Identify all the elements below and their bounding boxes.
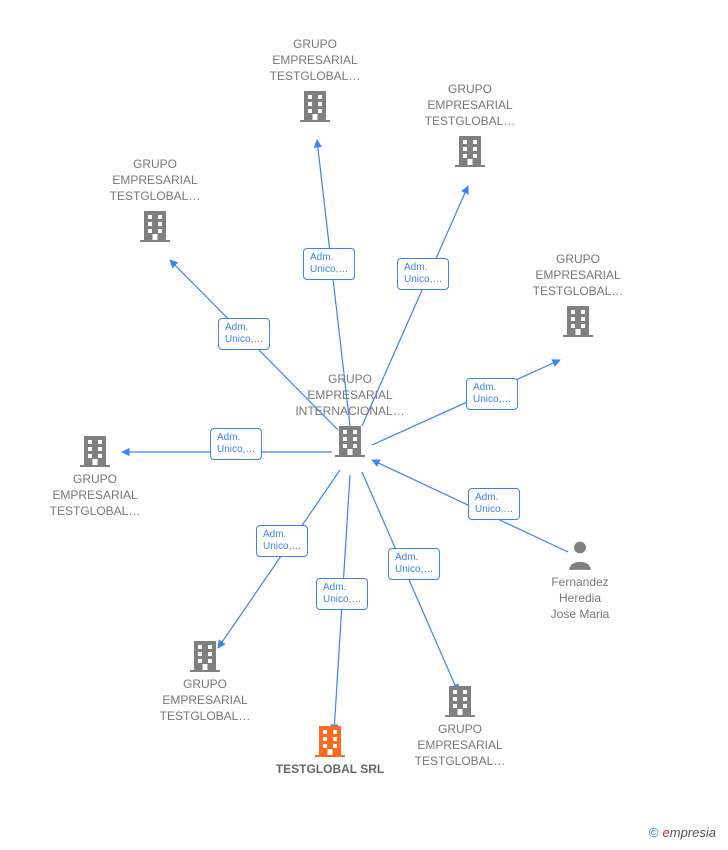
node-label: GRUPOEMPRESARIALTESTGLOBAL… — [533, 251, 624, 300]
node-label: GRUPOEMPRESARIALTESTGLOBAL… — [415, 721, 506, 770]
edge-line — [218, 470, 340, 648]
center-node[interactable]: GRUPOEMPRESARIALINTERNACIONAL… — [295, 371, 404, 457]
edge-label: Adm.Unico,… — [210, 428, 262, 460]
building-icon — [300, 89, 330, 122]
node-label: FernandezHerediaJose Maria — [551, 574, 610, 623]
node-label: GRUPOEMPRESARIALINTERNACIONAL… — [295, 371, 404, 420]
network-node[interactable]: GRUPOEMPRESARIALTESTGLOBAL… — [425, 81, 516, 167]
network-node[interactable]: GRUPOEMPRESARIALTESTGLOBAL… — [50, 434, 141, 520]
edge-label: Adm.Unico,… — [218, 318, 270, 350]
edge-label: Adm.Unico,… — [316, 578, 368, 610]
edge-label: Adm.Unico,… — [303, 248, 355, 280]
network-node[interactable]: GRUPOEMPRESARIALTESTGLOBAL… — [270, 36, 361, 122]
node-label: GRUPOEMPRESARIALTESTGLOBAL… — [50, 471, 141, 520]
footer-attribution: © empresia — [649, 825, 716, 840]
building-icon — [563, 304, 593, 337]
network-node[interactable]: GRUPOEMPRESARIALTESTGLOBAL… — [533, 251, 624, 337]
network-node[interactable]: GRUPOEMPRESARIALTESTGLOBAL… — [110, 156, 201, 242]
building-icon — [140, 209, 170, 242]
edge-line — [362, 472, 458, 692]
node-label: GRUPOEMPRESARIALTESTGLOBAL… — [110, 156, 201, 205]
building-icon — [335, 424, 365, 457]
node-label: GRUPOEMPRESARIALTESTGLOBAL… — [160, 676, 251, 725]
node-label: GRUPOEMPRESARIALTESTGLOBAL… — [425, 81, 516, 130]
edge-label: Adm.Unico,… — [468, 488, 520, 520]
copyright-symbol: © — [649, 825, 659, 840]
node-label: GRUPOEMPRESARIALTESTGLOBAL… — [270, 36, 361, 85]
building-icon — [315, 724, 345, 757]
building-icon — [455, 134, 485, 167]
brand-name: empresia — [663, 825, 716, 840]
building-icon — [190, 639, 220, 672]
network-node[interactable]: TESTGLOBAL SRL — [276, 724, 384, 777]
building-icon — [80, 434, 110, 467]
edge-label: Adm.Unico,… — [388, 548, 440, 580]
node-label: TESTGLOBAL SRL — [276, 761, 384, 777]
edge-label: Adm.Unico,… — [397, 258, 449, 290]
edge-label: Adm.Unico,… — [256, 525, 308, 557]
network-node[interactable]: GRUPOEMPRESARIALTESTGLOBAL… — [415, 684, 506, 770]
building-icon — [445, 684, 475, 717]
network-node[interactable]: GRUPOEMPRESARIALTESTGLOBAL… — [160, 639, 251, 725]
edge-label: Adm.Unico,… — [466, 378, 518, 410]
person-icon — [567, 540, 593, 570]
network-node[interactable]: FernandezHerediaJose Maria — [551, 540, 610, 622]
